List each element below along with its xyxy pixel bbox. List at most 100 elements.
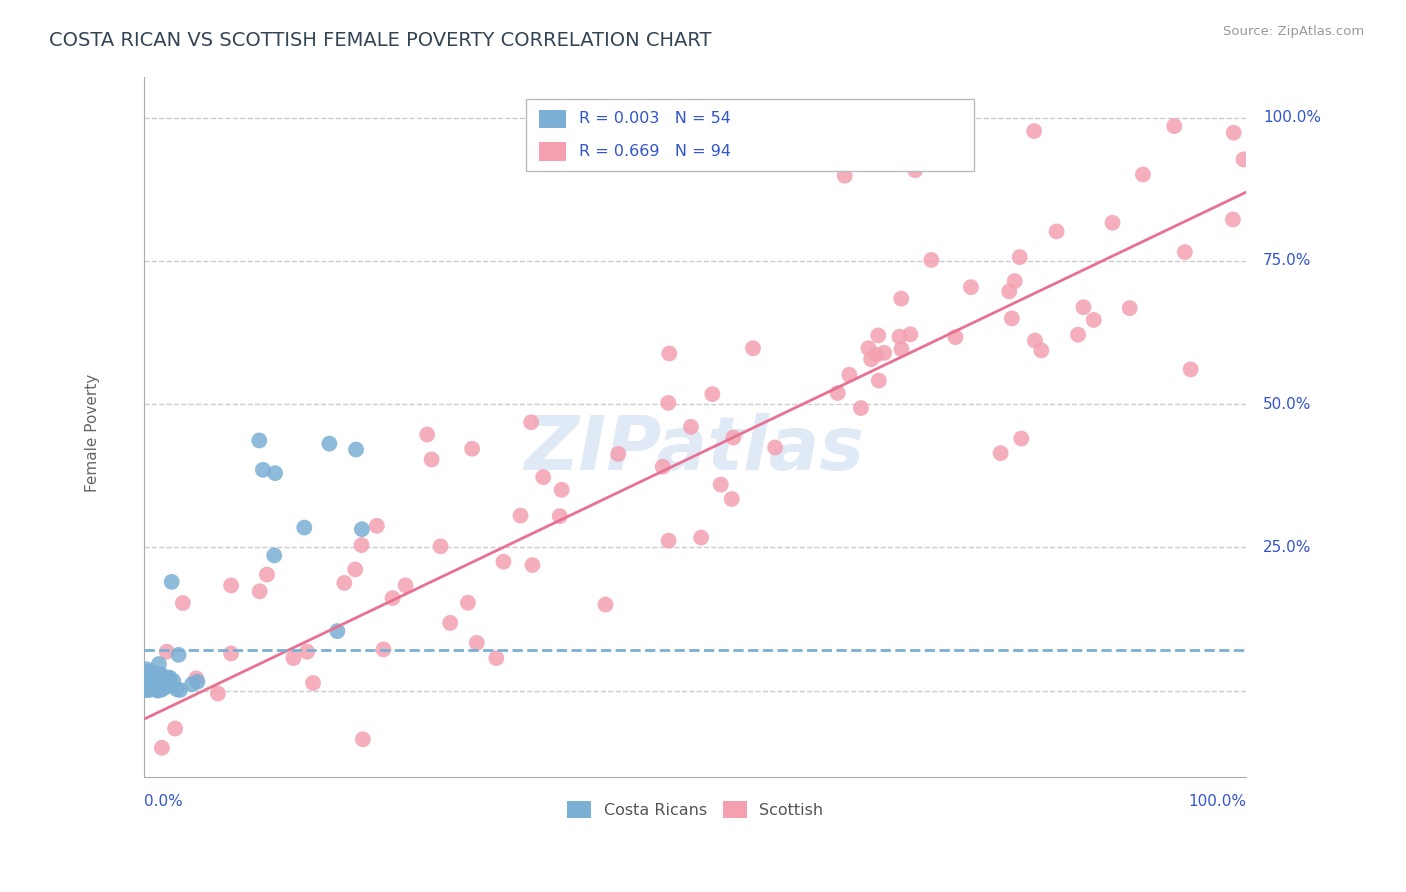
Point [1101, 216, 1123, 230]
Point [1010, 432, 1032, 446]
Point [1222, 126, 1244, 140]
Point [149, 668, 172, 682]
Text: 50.0%: 50.0% [1263, 397, 1312, 411]
Point [1024, 334, 1046, 348]
Point [394, 578, 416, 592]
Point [318, 436, 340, 450]
Point [264, 466, 287, 480]
Point [373, 642, 395, 657]
Point [146, 676, 169, 690]
Point [148, 832, 170, 847]
Point [138, 682, 160, 697]
Point [1067, 327, 1090, 342]
Point [465, 636, 488, 650]
Point [142, 665, 165, 680]
Text: Source: ZipAtlas.com: Source: ZipAtlas.com [1223, 25, 1364, 38]
Point [827, 386, 849, 401]
Point [142, 673, 165, 687]
Point [135, 662, 157, 676]
Text: R = 0.003   N = 54: R = 0.003 N = 54 [579, 112, 731, 126]
Point [439, 615, 461, 630]
Point [461, 442, 484, 456]
Point [219, 647, 242, 661]
Point [838, 368, 860, 382]
Point [520, 415, 543, 429]
Point [165, 722, 187, 736]
Point [145, 672, 167, 686]
Point [159, 671, 181, 685]
Point [352, 732, 374, 747]
Point [146, 683, 169, 698]
Point [651, 459, 673, 474]
Point [134, 678, 156, 692]
Point [146, 683, 169, 698]
Point [295, 645, 318, 659]
Point [889, 329, 911, 343]
Point [138, 673, 160, 687]
Point [860, 352, 883, 367]
Point [143, 681, 166, 696]
Point [148, 657, 170, 671]
Point [160, 574, 183, 589]
Point [429, 539, 451, 553]
Point [849, 401, 872, 415]
Text: COSTA RICAN VS SCOTTISH FEMALE POVERTY CORRELATION CHART: COSTA RICAN VS SCOTTISH FEMALE POVERTY C… [49, 31, 711, 50]
Point [159, 671, 181, 685]
Point [134, 679, 156, 693]
Point [138, 665, 160, 679]
Point [904, 163, 927, 178]
Point [344, 442, 367, 457]
Point [326, 624, 349, 639]
Point [207, 686, 229, 700]
Point [150, 740, 173, 755]
Point [531, 470, 554, 484]
Point [350, 522, 373, 536]
Point [263, 549, 285, 563]
Point [1180, 362, 1202, 376]
Point [135, 681, 157, 695]
Point [1222, 49, 1244, 63]
Point [134, 673, 156, 688]
Point [723, 431, 745, 445]
Point [509, 508, 531, 523]
Bar [538, 110, 567, 128]
Point [1222, 212, 1244, 227]
Text: 0.0%: 0.0% [143, 794, 183, 809]
FancyBboxPatch shape [526, 99, 974, 171]
Point [166, 682, 188, 697]
Point [702, 387, 724, 401]
Point [890, 292, 912, 306]
Point [420, 452, 443, 467]
Point [960, 280, 983, 294]
Point [169, 683, 191, 698]
Point [186, 674, 208, 689]
Point [302, 676, 325, 690]
Point [1045, 224, 1067, 238]
Point [868, 328, 890, 343]
Point [492, 555, 515, 569]
Point [381, 591, 404, 605]
Point [141, 670, 163, 684]
Point [350, 538, 373, 552]
Point [134, 683, 156, 698]
Text: 100.0%: 100.0% [1263, 110, 1320, 125]
Point [690, 531, 713, 545]
Point [138, 673, 160, 687]
Point [657, 396, 679, 410]
Point [181, 677, 204, 691]
Point [344, 562, 367, 576]
Point [990, 446, 1012, 460]
Point [153, 681, 176, 695]
Point [1001, 311, 1024, 326]
Point [998, 285, 1021, 299]
Point [136, 682, 159, 697]
Point [366, 518, 388, 533]
Point [457, 596, 479, 610]
Text: 100.0%: 100.0% [1188, 794, 1246, 809]
Point [141, 679, 163, 693]
Point [167, 648, 190, 662]
Point [607, 447, 630, 461]
Point [1031, 343, 1053, 358]
Point [186, 672, 208, 686]
Point [898, 327, 921, 342]
